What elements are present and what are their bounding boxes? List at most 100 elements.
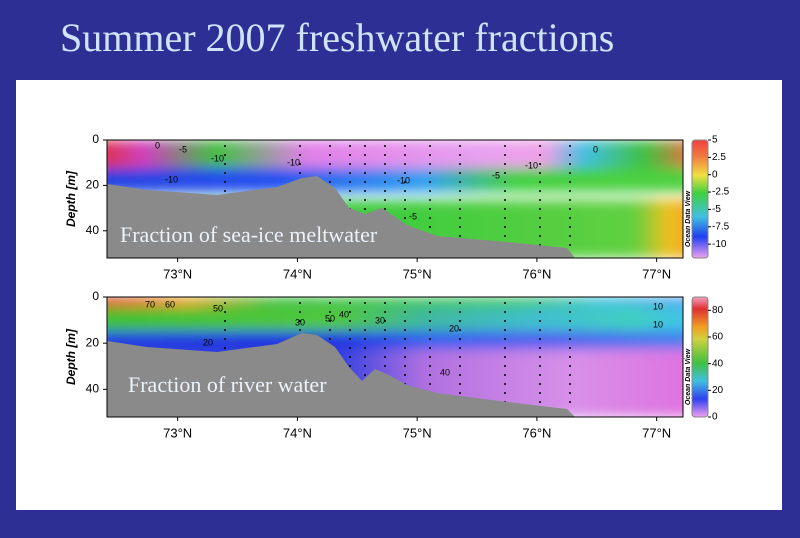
station-dot <box>224 338 226 340</box>
station-dot <box>364 347 366 349</box>
station-dot <box>569 208 571 210</box>
station-dot <box>429 383 431 385</box>
annotation: Fraction of river water <box>128 372 327 397</box>
station-dot <box>539 235 541 237</box>
station-dot <box>404 154 406 156</box>
station-dot <box>299 154 301 156</box>
station-dot <box>539 163 541 165</box>
station-dot <box>224 190 226 192</box>
station-dot <box>459 356 461 358</box>
station-dot <box>504 235 506 237</box>
y-axis-label: Depth [m] <box>64 170 78 227</box>
contour-label: 50 <box>213 303 223 313</box>
station-dot <box>364 302 366 304</box>
station-dot <box>349 163 351 165</box>
plot-frame <box>106 296 684 418</box>
station-dot <box>569 199 571 201</box>
station-dot <box>459 172 461 174</box>
colorbar-tick-label: -7.5 <box>712 221 730 232</box>
station-dot <box>364 329 366 331</box>
station-dot <box>459 347 461 349</box>
colorbar-tick-label: 2.5 <box>712 152 726 163</box>
station-dot <box>429 172 431 174</box>
x-tick-label: 73°N <box>163 266 192 281</box>
station-dot <box>504 172 506 174</box>
contour-label: 0 <box>593 144 598 154</box>
contour-label: 40 <box>440 367 450 377</box>
station-dot <box>349 329 351 331</box>
station-dot <box>569 356 571 358</box>
station-dot <box>504 356 506 358</box>
station-dot <box>569 172 571 174</box>
station-dot <box>429 311 431 313</box>
contour-label: -10 <box>397 175 410 185</box>
station-dot <box>504 320 506 322</box>
station-dot <box>504 311 506 313</box>
station-dot <box>224 181 226 183</box>
contour-label: -5 <box>179 144 187 154</box>
station-dot <box>329 154 331 156</box>
station-dot <box>569 163 571 165</box>
station-dot <box>404 181 406 183</box>
station-dot <box>384 208 386 210</box>
station-dot <box>504 163 506 165</box>
contour-label: -5 <box>409 211 417 221</box>
colorbar <box>691 139 709 259</box>
station-dot <box>404 172 406 174</box>
station-dot <box>299 163 301 165</box>
station-dot <box>539 365 541 367</box>
station-dot <box>459 181 461 183</box>
station-dot <box>364 311 366 313</box>
station-dot <box>569 320 571 322</box>
station-dot <box>364 208 366 210</box>
colorbar <box>691 296 709 418</box>
station-dot <box>299 145 301 147</box>
annotation: Fraction of sea-ice meltwater <box>120 222 378 247</box>
station-dot <box>364 320 366 322</box>
station-dot <box>569 311 571 313</box>
contour-label: -5 <box>492 170 500 180</box>
station-dot <box>539 347 541 349</box>
station-dot <box>459 190 461 192</box>
station-dot <box>404 338 406 340</box>
station-dot <box>569 226 571 228</box>
colorbar-label: Ocean Data View <box>685 190 692 247</box>
station-dot <box>299 311 301 313</box>
station-dot <box>504 365 506 367</box>
station-dot <box>299 302 301 304</box>
station-dot <box>349 181 351 183</box>
station-dot <box>504 208 506 210</box>
station-dot <box>539 154 541 156</box>
station-dot <box>504 302 506 304</box>
station-dot <box>504 154 506 156</box>
station-dot <box>504 338 506 340</box>
station-dot <box>459 217 461 219</box>
station-dot <box>429 365 431 367</box>
y-tick-label: 0 <box>92 132 99 146</box>
colorbar-tick-label: -5 <box>712 204 721 215</box>
station-dot <box>429 356 431 358</box>
station-dot <box>569 329 571 331</box>
station-dot <box>429 154 431 156</box>
station-dot <box>539 226 541 228</box>
y-tick-label: 40 <box>86 223 100 237</box>
station-dot <box>569 145 571 147</box>
station-dot <box>459 208 461 210</box>
station-dot <box>459 374 461 376</box>
station-dot <box>459 302 461 304</box>
station-dot <box>539 199 541 201</box>
colorbar-tick-label: 60 <box>712 332 724 343</box>
station-dot <box>329 172 331 174</box>
station-dot <box>429 226 431 228</box>
contour-label: 30 <box>295 317 305 327</box>
station-dot <box>364 172 366 174</box>
station-dot <box>404 374 406 376</box>
station-dot <box>459 365 461 367</box>
station-dot <box>429 347 431 349</box>
station-dot <box>299 320 301 322</box>
station-dot <box>404 190 406 192</box>
y-axis-label: Depth [m] <box>64 328 78 385</box>
contour-label: -10 <box>525 160 538 170</box>
station-dot <box>429 190 431 192</box>
